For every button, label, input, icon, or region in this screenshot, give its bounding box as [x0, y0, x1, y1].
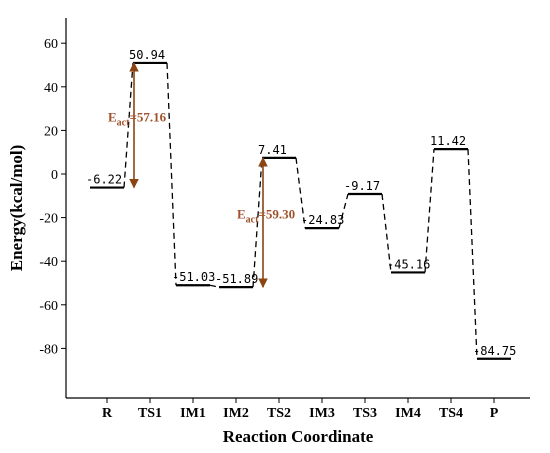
activation-energy-label: Eact=57.16: [108, 109, 167, 128]
y-tick-label: -20: [39, 212, 58, 227]
x-tick-label-ts4: TS4: [439, 406, 463, 421]
x-ticks: R TS1 IM1 IM2 TS2 IM3 TS3 IM4 TS4 P: [102, 398, 499, 421]
x-tick-label-im4: IM4: [395, 406, 421, 421]
value-labels: -6.22 50.94 -51.03 -51.89 7.41 -24.83 -9.17 -45…: [86, 48, 516, 358]
connector-line: [467, 149, 478, 359]
x-tick-label-ts1: TS1: [138, 406, 162, 421]
value-label-im1: -51.03: [172, 270, 215, 284]
value-label-ts1: 50.94: [129, 48, 165, 62]
y-tick-label: 40: [44, 81, 58, 96]
value-label-im4: -45.16: [387, 257, 430, 271]
connector-line: [209, 284, 220, 288]
value-label-ts3: -9.17: [344, 179, 380, 193]
value-label-im3: -24.83: [301, 213, 344, 227]
y-ticks: 60 40 20 0 -20 -40 -60 -80: [39, 37, 66, 357]
y-tick-label: -60: [39, 299, 58, 314]
value-label-r: -6.22: [86, 173, 122, 187]
connector-line: [381, 193, 392, 273]
value-label-ts2: 7.41: [258, 143, 287, 157]
connector-line: [424, 149, 435, 273]
x-tick-label-im1: IM1: [180, 406, 206, 421]
x-tick-label-p: P: [490, 406, 499, 421]
connector-line: [252, 157, 263, 288]
activation-annotations: Eact=57.16 Eact=59.30: [108, 61, 295, 289]
activation-energy-label: Eact=59.30: [237, 206, 295, 225]
y-tick-label: -40: [39, 255, 58, 270]
x-axis-title: Reaction Coordinate: [223, 427, 374, 446]
y-tick-label: -80: [39, 342, 58, 357]
x-tick-label-ts3: TS3: [353, 406, 377, 421]
y-tick-label: 0: [51, 168, 58, 183]
y-tick-label: 60: [44, 37, 58, 52]
value-label-im2: -51.89: [215, 272, 258, 286]
value-label-p: -84.75: [473, 344, 516, 358]
connector-line: [166, 62, 177, 286]
connector-line: [338, 193, 349, 229]
x-tick-label-r: R: [102, 406, 113, 421]
y-axis-title: Energy(kcal/mol): [7, 145, 26, 272]
value-label-ts4: 11.42: [430, 134, 466, 148]
x-tick-label-ts2: TS2: [267, 406, 291, 421]
x-tick-label-im3: IM3: [309, 406, 335, 421]
connectors: [123, 62, 478, 359]
connector-line: [295, 157, 306, 229]
x-tick-label-im2: IM2: [223, 406, 249, 421]
y-tick-label: 20: [44, 124, 58, 139]
energy-levels: [90, 61, 511, 360]
